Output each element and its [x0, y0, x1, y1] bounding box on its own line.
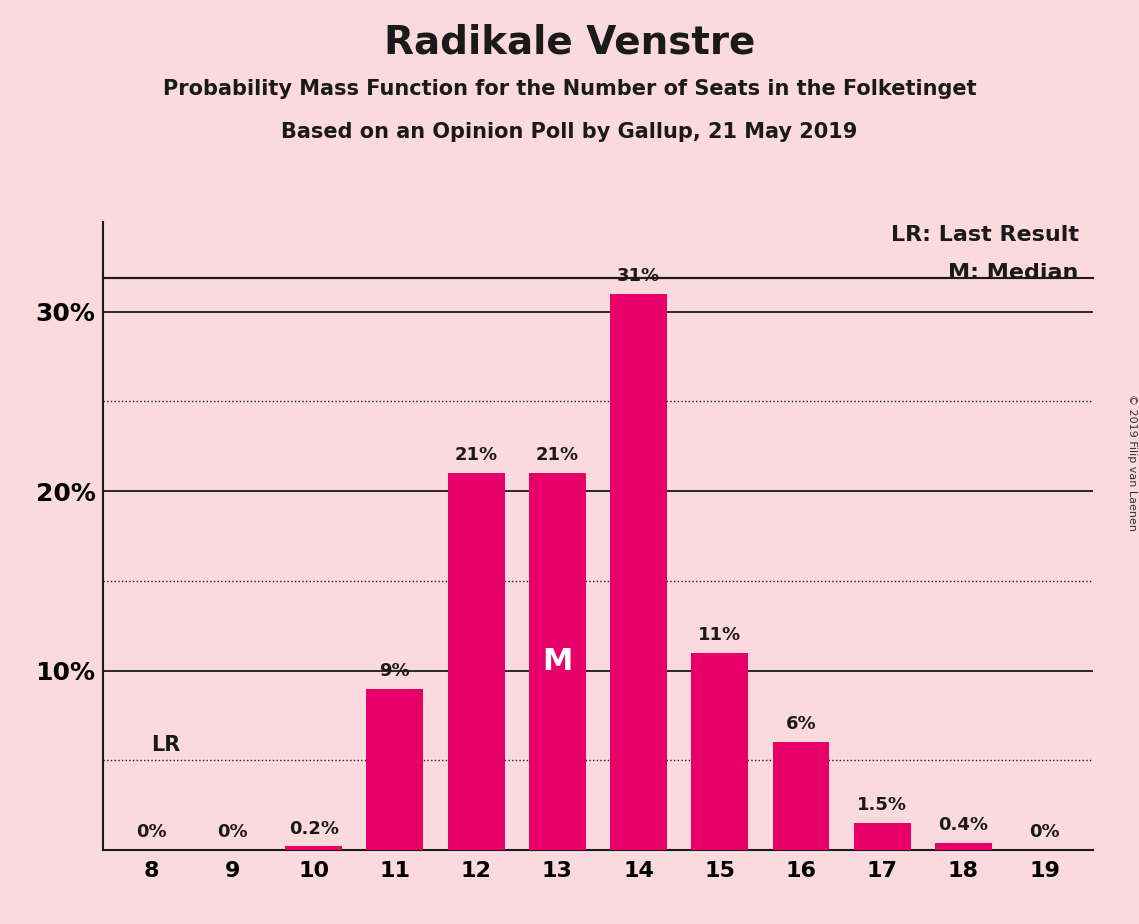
Bar	[854, 823, 911, 850]
Text: LR: Last Result: LR: Last Result	[891, 225, 1079, 245]
Text: 0.4%: 0.4%	[939, 816, 989, 834]
Text: LR: LR	[151, 735, 180, 755]
Text: 21%: 21%	[454, 446, 498, 464]
Bar	[367, 688, 424, 850]
Text: 0.2%: 0.2%	[288, 820, 338, 837]
Text: 21%: 21%	[535, 446, 579, 464]
Bar	[611, 294, 667, 850]
Text: M: Median: M: Median	[948, 262, 1079, 283]
Text: 0%: 0%	[136, 823, 166, 841]
Text: © 2019 Filip van Laenen: © 2019 Filip van Laenen	[1126, 394, 1137, 530]
Text: Radikale Venstre: Radikale Venstre	[384, 23, 755, 61]
Text: M: M	[542, 647, 573, 676]
Bar	[772, 742, 829, 850]
Text: 6%: 6%	[786, 715, 817, 734]
Bar	[285, 846, 342, 850]
Text: Probability Mass Function for the Number of Seats in the Folketinget: Probability Mass Function for the Number…	[163, 79, 976, 99]
Bar	[528, 473, 585, 850]
Text: 1.5%: 1.5%	[858, 796, 908, 814]
Text: 0%: 0%	[218, 823, 248, 841]
Bar	[935, 843, 992, 850]
Text: 9%: 9%	[379, 662, 410, 679]
Bar	[448, 473, 505, 850]
Bar	[691, 652, 748, 850]
Text: 11%: 11%	[698, 626, 741, 644]
Text: 31%: 31%	[617, 267, 661, 285]
Text: Based on an Opinion Poll by Gallup, 21 May 2019: Based on an Opinion Poll by Gallup, 21 M…	[281, 122, 858, 142]
Text: 0%: 0%	[1030, 823, 1060, 841]
